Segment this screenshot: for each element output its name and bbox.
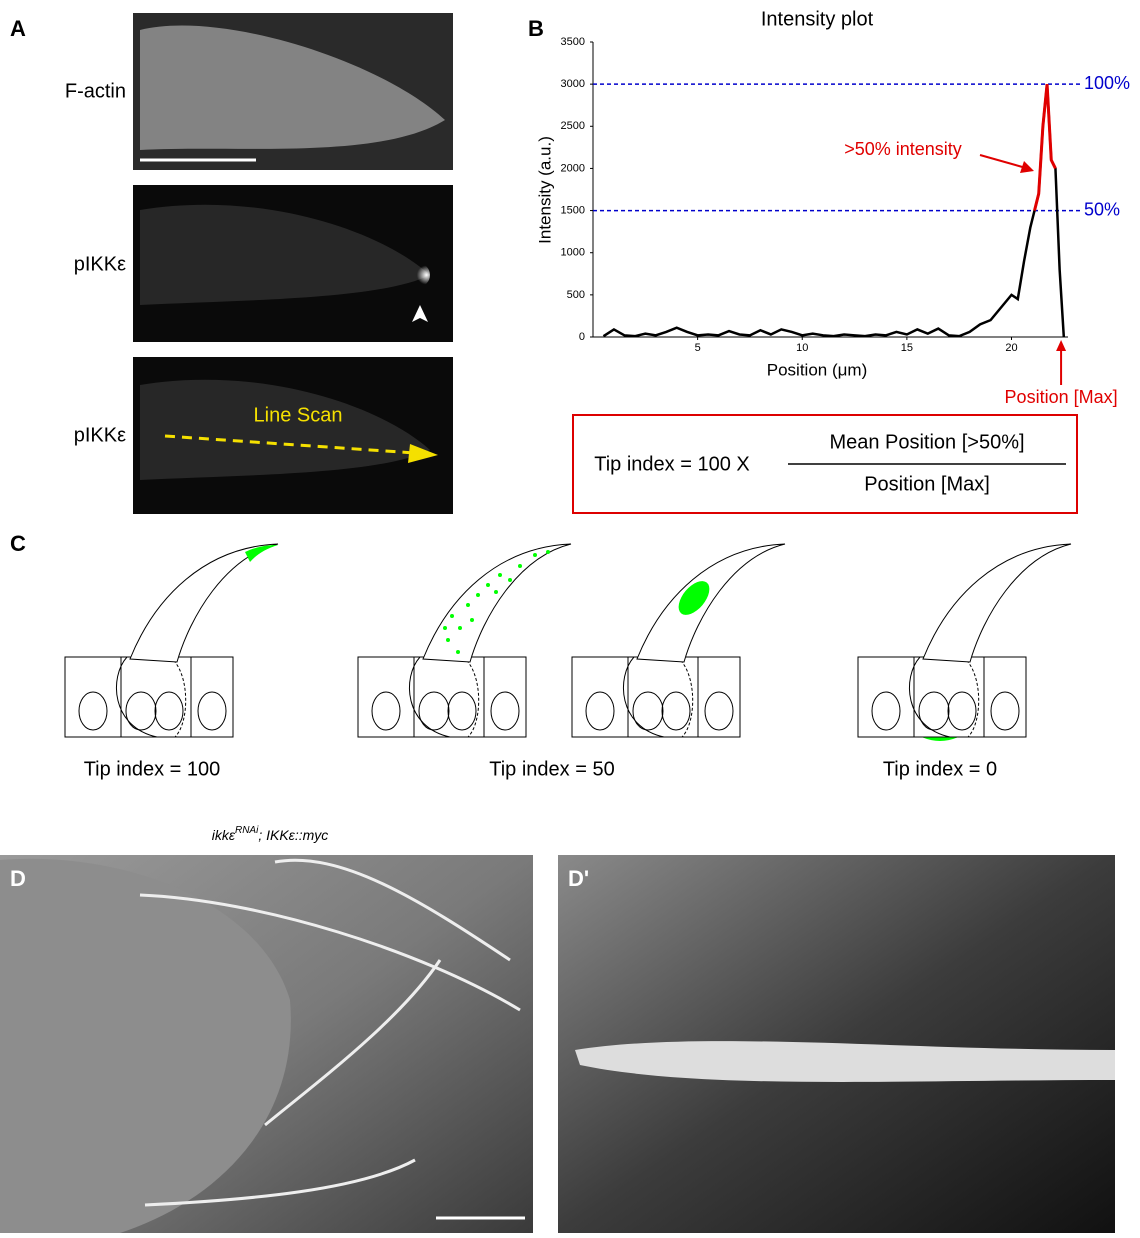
chart-title: Intensity plot — [761, 8, 874, 30]
y-tick-label: 2000 — [561, 162, 585, 174]
x-tick-label: 15 — [901, 342, 913, 354]
genotype-text: ; IKKε::myc — [258, 827, 328, 843]
highlight-label: >50% intensity — [844, 139, 962, 159]
figure: A Line Scan F-actin pIKKε pIKKε B Intens… — [0, 0, 1140, 1233]
diagram — [358, 544, 571, 737]
panel-label: B — [528, 16, 544, 41]
highlight-series — [1035, 84, 1056, 210]
y-tick-label: 3500 — [561, 36, 585, 48]
annotation: Line Scan — [254, 404, 343, 426]
y-tick-label: 1500 — [561, 204, 585, 216]
row-label: F-actin — [65, 80, 126, 102]
max-arrowhead — [1056, 340, 1066, 351]
diagram — [858, 544, 1071, 737]
row-label: pIKKε — [74, 424, 126, 446]
x-tick-label: 5 — [695, 342, 701, 354]
y-tick-label: 0 — [579, 331, 585, 343]
reference-label: 50% — [1084, 199, 1120, 219]
panel-label: C — [10, 531, 26, 556]
formula-text: Position [Max] — [864, 473, 990, 495]
row-label: pIKKε — [74, 253, 126, 275]
genotype-text: ikkε — [212, 827, 236, 843]
panel-label: A — [10, 16, 26, 41]
x-tick-label: 10 — [796, 342, 808, 354]
x-axis-label: Position (μm) — [767, 360, 867, 379]
diagram — [65, 544, 278, 737]
genotype: ikkεRNAi; IKKε::myc — [212, 825, 329, 843]
y-tick-label: 1000 — [561, 247, 585, 259]
caption: Tip index = 100 — [84, 758, 221, 780]
genotype-sup: RNAi — [235, 825, 259, 836]
reference-label: 100% — [1084, 73, 1130, 93]
y-tick-label: 2500 — [561, 120, 585, 132]
y-tick-label: 3000 — [561, 78, 585, 90]
y-axis-label: Intensity (a.u.) — [535, 136, 554, 244]
max-label: Position [Max] — [1005, 387, 1118, 407]
panel-label: D — [10, 866, 26, 891]
highlight-arrowhead — [1020, 161, 1034, 173]
caption: Tip index = 0 — [883, 758, 997, 780]
formula-text: Mean Position [>50%] — [829, 431, 1024, 453]
x-tick-label: 20 — [1005, 342, 1017, 354]
y-tick-label: 500 — [567, 289, 585, 301]
highlight-arrow — [980, 155, 1026, 168]
panel-label: D' — [568, 866, 589, 891]
formula-text: Tip index = 100 X — [594, 453, 749, 475]
diagram — [572, 544, 785, 737]
caption: Tip index = 50 — [489, 758, 614, 780]
signal — [406, 263, 430, 287]
